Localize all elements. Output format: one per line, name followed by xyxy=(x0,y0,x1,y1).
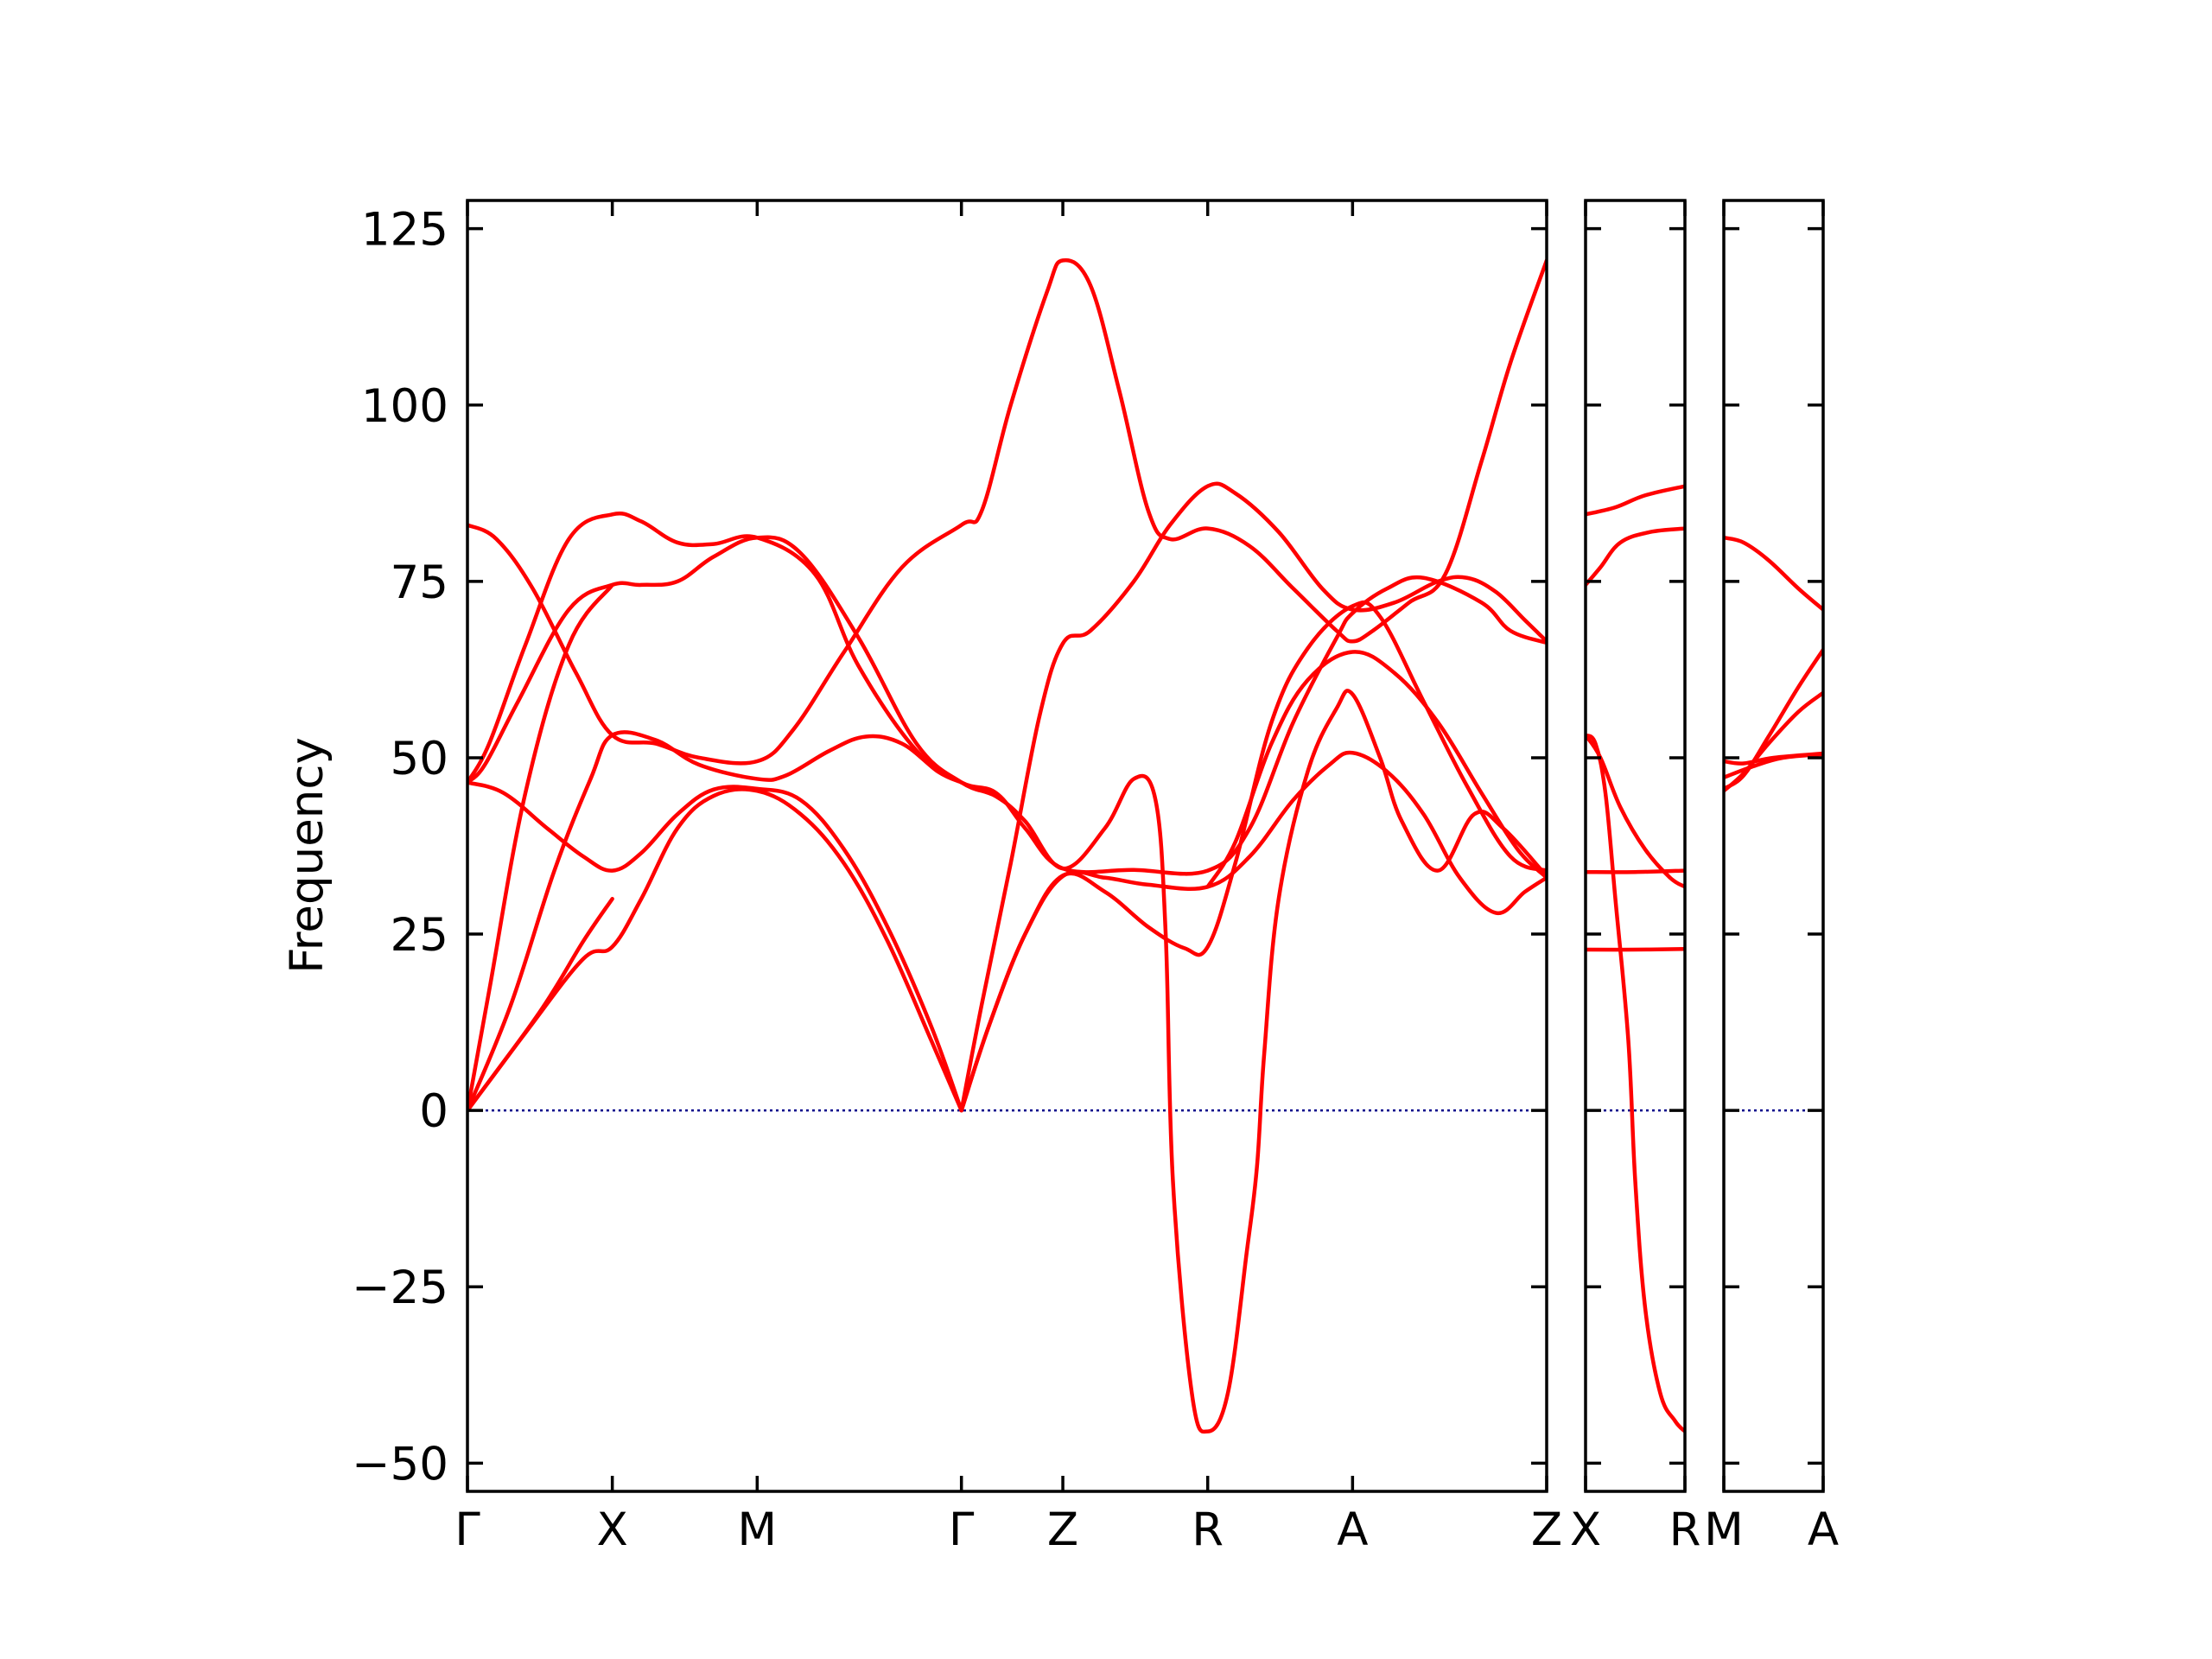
x-tick-label: A xyxy=(1808,1503,1839,1556)
band-1 xyxy=(1586,484,1685,517)
band-2 xyxy=(1724,647,1823,791)
band-5 xyxy=(1586,868,1685,874)
y-tick-label: 125 xyxy=(361,204,448,257)
band-5 xyxy=(1724,752,1823,780)
band-1 xyxy=(467,511,1547,876)
x-tick-label: A xyxy=(1337,1503,1368,1556)
x-tick-label: Γ xyxy=(949,1503,975,1556)
band-11 xyxy=(959,750,1547,1113)
band-3 xyxy=(467,257,1547,766)
y-axis-label: Frequency xyxy=(281,737,334,974)
x-tick-label: X xyxy=(596,1503,627,1556)
band-curves xyxy=(1586,484,1685,1433)
panel-frame xyxy=(1722,199,1825,1493)
band-4 xyxy=(1586,733,1685,1433)
x-tick-label: M xyxy=(1704,1503,1744,1556)
panel-frame xyxy=(466,199,1548,1493)
band-2 xyxy=(467,535,1547,1434)
y-tick-label: −25 xyxy=(352,1262,448,1314)
band-12 xyxy=(1205,650,1547,889)
y-tick-label: 50 xyxy=(391,733,448,785)
x-tick-label: M xyxy=(737,1503,777,1556)
x-tick-label: Γ xyxy=(454,1503,480,1556)
band-curves xyxy=(1724,535,1823,793)
y-tick-label: 100 xyxy=(361,380,448,433)
band-6 xyxy=(467,780,963,1113)
band-curves xyxy=(467,257,1547,1434)
y-tick-label: 0 xyxy=(419,1085,448,1138)
y-tick-label: −50 xyxy=(352,1438,448,1491)
y-tick-label: 25 xyxy=(391,909,448,962)
x-tick-label: R xyxy=(1192,1503,1224,1556)
band-6 xyxy=(1586,946,1685,952)
x-tick-label: R xyxy=(1669,1503,1701,1556)
band-7 xyxy=(467,787,963,1113)
band-4 xyxy=(467,582,614,1113)
panel-frame xyxy=(1584,199,1687,1493)
band-1 xyxy=(1724,535,1823,612)
band-3 xyxy=(1724,690,1823,793)
x-tick-label: Z xyxy=(1047,1503,1078,1556)
x-tick-label: X xyxy=(1570,1503,1601,1556)
band-9 xyxy=(959,481,1547,1113)
band-5 xyxy=(467,730,963,1113)
band-2 xyxy=(1586,526,1685,588)
band-8 xyxy=(467,896,614,1113)
y-tick-label: 75 xyxy=(391,556,448,609)
x-tick-label: Z xyxy=(1531,1503,1562,1556)
